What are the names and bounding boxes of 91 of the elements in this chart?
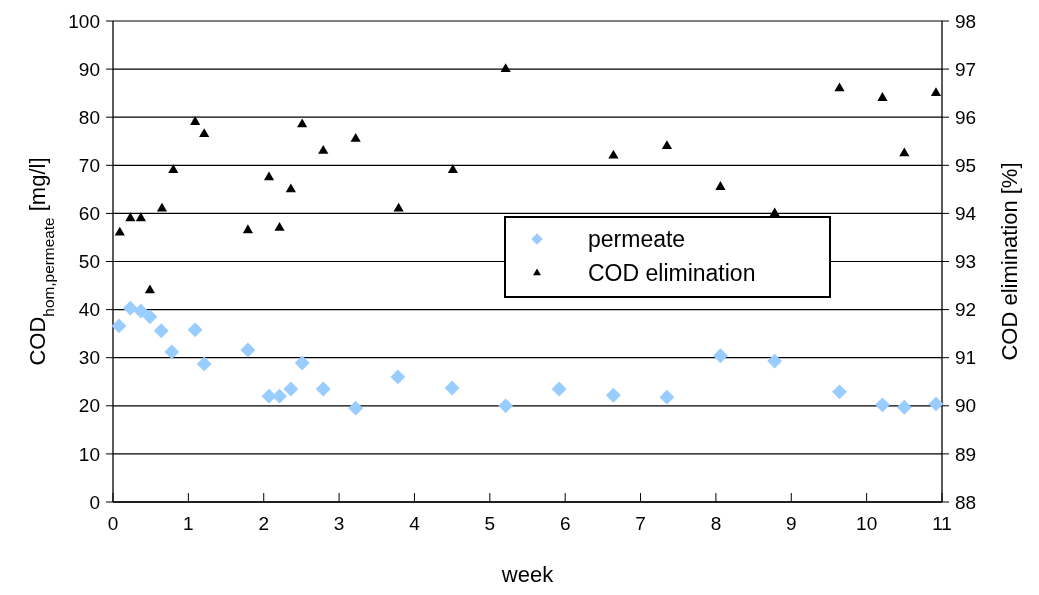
point xyxy=(283,381,299,397)
point xyxy=(899,147,910,157)
point xyxy=(928,396,944,412)
y2-tick-label: 95 xyxy=(955,154,977,176)
point xyxy=(285,183,296,193)
x-tick-label: 11 xyxy=(932,513,952,534)
point xyxy=(122,300,138,316)
x-tick-label: 8 xyxy=(710,513,722,534)
x-axis-title: week xyxy=(500,562,555,587)
point xyxy=(168,164,179,174)
point xyxy=(133,303,149,319)
y2-tick-label: 91 xyxy=(955,347,977,369)
point xyxy=(877,92,888,101)
point xyxy=(190,116,201,125)
point xyxy=(153,323,169,339)
point xyxy=(551,381,567,397)
y2-axis-title: COD elimination [%] xyxy=(997,162,1022,361)
point xyxy=(500,63,511,73)
y2-tick-label: 97 xyxy=(955,58,977,80)
point xyxy=(715,181,726,190)
point xyxy=(240,342,256,358)
point xyxy=(769,207,780,217)
point xyxy=(661,140,673,149)
point xyxy=(111,318,127,334)
point xyxy=(659,389,675,405)
y-tick-label: 100 xyxy=(68,10,100,32)
point xyxy=(187,322,203,338)
point xyxy=(156,202,168,212)
x-tick-label: 7 xyxy=(635,513,646,534)
x-tick-label: 6 xyxy=(559,513,571,534)
x-tick-label: 1 xyxy=(183,513,194,534)
point xyxy=(767,353,783,369)
y2-tick-label: 89 xyxy=(955,443,977,465)
point xyxy=(135,212,146,222)
point xyxy=(144,284,156,294)
point xyxy=(930,87,942,97)
y2-tick-label: 92 xyxy=(955,299,977,321)
y2-tick-label: 88 xyxy=(955,491,977,513)
y-tick-label: 10 xyxy=(78,443,100,465)
point xyxy=(125,212,136,222)
y-tick-label: 70 xyxy=(78,154,100,176)
point xyxy=(142,309,158,325)
y-tick-label: 80 xyxy=(78,106,100,128)
point xyxy=(242,224,253,234)
point xyxy=(444,380,460,396)
y2-tick-label: 98 xyxy=(955,10,977,32)
legend-label: COD elimination xyxy=(588,260,756,287)
legend-label: permeate xyxy=(588,226,686,253)
point xyxy=(297,118,308,128)
point xyxy=(350,132,361,142)
x-tick-label: 4 xyxy=(409,513,421,534)
point xyxy=(164,344,180,360)
point xyxy=(834,82,845,92)
x-tick-label: 5 xyxy=(484,513,496,534)
point xyxy=(294,355,310,371)
point xyxy=(261,388,277,404)
x-tick-label: 9 xyxy=(785,513,797,534)
y-tick-label: 30 xyxy=(78,347,100,369)
x-tick-label: 0 xyxy=(107,513,119,534)
x-tick-label: 3 xyxy=(333,513,345,534)
y-tick-label: 50 xyxy=(78,251,100,273)
point xyxy=(196,356,212,372)
point xyxy=(318,144,329,154)
y-tick-label: 20 xyxy=(78,395,100,417)
y-tick-label: 90 xyxy=(78,58,100,80)
point xyxy=(832,384,847,400)
y2-tick-label: 94 xyxy=(955,203,977,225)
point xyxy=(713,348,728,364)
y-tick-label: 40 xyxy=(78,299,100,321)
y2-tick-label: 96 xyxy=(955,106,977,128)
x-tick-label: 2 xyxy=(258,513,270,534)
point xyxy=(263,171,275,181)
point xyxy=(272,388,287,404)
point xyxy=(348,400,364,416)
y-tick-label: 60 xyxy=(78,203,100,225)
x-tick-label: 10 xyxy=(856,513,878,534)
point xyxy=(315,381,331,397)
point xyxy=(896,399,912,415)
y2-tick-label: 90 xyxy=(955,395,977,417)
point xyxy=(606,387,621,403)
point xyxy=(274,221,285,231)
point xyxy=(199,128,210,137)
point xyxy=(608,149,619,159)
point xyxy=(447,164,458,174)
y2-tick-label: 93 xyxy=(955,251,977,273)
point xyxy=(390,369,406,385)
y-tick-label: 0 xyxy=(89,491,100,513)
point xyxy=(875,397,890,413)
point xyxy=(114,226,125,236)
point xyxy=(498,398,514,414)
point xyxy=(393,202,404,212)
